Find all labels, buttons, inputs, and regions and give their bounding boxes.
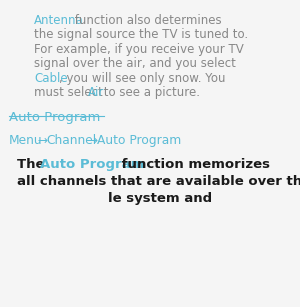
Text: Menu: Menu (9, 134, 43, 146)
Text: Cable: Cable (34, 72, 68, 84)
Text: to see a picture.: to see a picture. (100, 86, 200, 99)
Text: , you will see only snow. You: , you will see only snow. You (59, 72, 226, 84)
Text: →: → (84, 134, 102, 146)
Text: →: → (34, 134, 52, 146)
Text: le system and: le system and (108, 192, 212, 205)
Text: Auto Program: Auto Program (40, 158, 145, 171)
Text: must select: must select (34, 86, 107, 99)
Text: Antenna: Antenna (34, 14, 84, 27)
Text: all channels that are available over the: all channels that are available over the (16, 175, 300, 188)
Text: For example, if you receive your TV: For example, if you receive your TV (34, 43, 244, 56)
Text: The: The (16, 158, 49, 171)
Text: Channel: Channel (47, 134, 97, 146)
Text: Auto Program: Auto Program (9, 111, 100, 123)
Text: Air: Air (88, 86, 104, 99)
Text: function also determines: function also determines (71, 14, 221, 27)
Text: function memorizes: function memorizes (117, 158, 270, 171)
Text: signal over the air, and you select: signal over the air, and you select (34, 57, 236, 70)
Text: the signal source the TV is tuned to.: the signal source the TV is tuned to. (34, 28, 248, 41)
Text: Auto Program: Auto Program (97, 134, 181, 146)
